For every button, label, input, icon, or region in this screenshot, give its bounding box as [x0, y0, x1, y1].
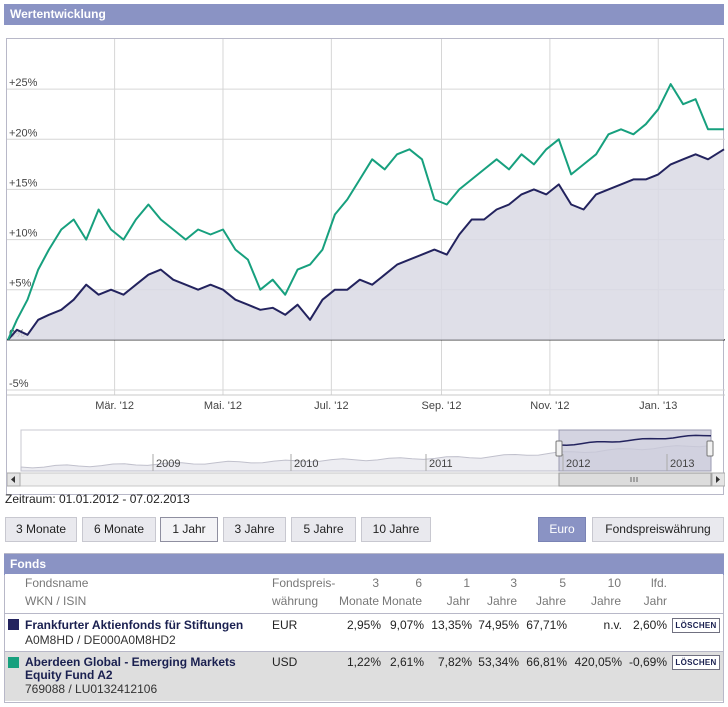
x-tick-label: Mai. '12: [204, 400, 242, 412]
header-wkn-isin: WKN / ISIN: [25, 594, 87, 608]
navigator-selection: [558, 429, 712, 472]
fund-perf-5y: 66,81%: [526, 655, 567, 669]
header-3-monate-unit: Monate: [339, 594, 380, 608]
fund-perf-lfd: 2,60%: [632, 618, 667, 632]
header-lfd-jahr-unit: Jahr: [643, 594, 667, 608]
navigator-handle: [706, 440, 714, 457]
currency-button-fondspreiswaehrung[interactable]: Fondspreiswährung: [592, 517, 724, 542]
header-3-jahre-unit: Jahre: [486, 594, 517, 608]
fund-currency: EUR: [272, 618, 298, 632]
header-10-jahre: 10: [607, 576, 621, 590]
fund-row[interactable]: Frankfurter Aktienfonds für Stiftungen A…: [5, 613, 723, 651]
navigator-year-label: 2009: [156, 458, 180, 470]
fund-perf-5y: 67,71%: [526, 618, 567, 632]
y-tick-label: +5%: [9, 278, 32, 290]
navigator-year-label: 2012: [566, 458, 590, 470]
fund-name[interactable]: Aberdeen Global - Emerging Markets: [25, 655, 236, 669]
header-10-jahre-unit: Jahre: [590, 594, 621, 608]
header-6-monate-unit: Monate: [382, 594, 423, 608]
range-button-6-monate[interactable]: 6 Monate: [82, 517, 156, 542]
x-tick-label: Jul. '12: [314, 400, 349, 412]
header-waehrung: währung: [272, 594, 319, 608]
x-tick-label: Sep. '12: [421, 400, 461, 412]
range-button-5-jahre[interactable]: 5 Jahre: [291, 517, 356, 542]
fund-wkn-isin: 769088 / LU0132412106: [25, 682, 158, 696]
delete-fund-button[interactable]: LÖSCHEN: [672, 618, 720, 633]
range-button-1-jahr[interactable]: 1 Jahr: [160, 517, 218, 542]
navigator-year-label: 2010: [294, 458, 318, 470]
fonds-table-header: Fondsname WKN / ISIN Fondspreis- währung…: [5, 574, 723, 614]
fund-perf-lfd: -0,69%: [628, 655, 667, 669]
zeitraum-label: Zeitraum: 01.01.2012 - 07.02.2013: [5, 492, 190, 506]
y-tick-label: +25%: [9, 77, 38, 89]
header-6-monate: 6: [415, 576, 422, 590]
fund-perf-10y: n.v.: [603, 618, 622, 632]
navigator-year-label: 2013: [670, 458, 694, 470]
fund-currency: USD: [272, 655, 298, 669]
fund-perf-6m: 9,07%: [389, 618, 424, 632]
navigator-selection-line: [558, 434, 712, 446]
scroll-thumb: [558, 472, 712, 487]
fonds-panel: [4, 553, 724, 703]
series-line: [7, 148, 725, 341]
range-button-10-jahre[interactable]: 10 Jahre: [361, 517, 431, 542]
header-fondspreis: Fondspreis-: [272, 576, 336, 590]
chart-frame: Mär. '12 Mai. '12 Jul. '12 Sep. '12 Nov. '12…: [6, 38, 725, 495]
header-1-jahr: 1: [463, 576, 470, 590]
range-button-3-monate[interactable]: 3 Monate: [5, 517, 77, 542]
fund-perf-6m: 2,61%: [389, 655, 424, 669]
scroll-right-icon: [716, 476, 720, 483]
x-tick-label: Jan. '13: [639, 400, 677, 412]
header-3-jahre: 3: [510, 576, 517, 590]
y-tick-label: +20%: [9, 127, 38, 139]
x-tick-label: Mär. '12: [95, 400, 134, 412]
navigator-year-label: 2011: [429, 458, 453, 470]
fund-perf-3m: 1,22%: [346, 655, 381, 669]
fund-name[interactable]: Frankfurter Aktienfonds für Stiftungen: [25, 618, 244, 632]
range-button-3-jahre[interactable]: 3 Jahre: [223, 517, 286, 542]
fund-perf-1y: 7,82%: [437, 655, 472, 669]
fund-perf-1y: 13,35%: [431, 618, 472, 632]
header-lfd-jahr: lfd.: [650, 576, 667, 590]
fund-wkn-isin: A0M8HD / DE000A0M8HD2: [25, 633, 176, 647]
performance-chart: Mär. '12 Mai. '12 Jul. '12 Sep. '12 Nov. '12…: [7, 39, 725, 487]
navigator-handle: [555, 440, 563, 457]
fund-perf-3m: 2,95%: [346, 618, 381, 632]
y-tick-label: +10%: [9, 228, 38, 240]
series-line: [7, 83, 724, 341]
series-area-fill: [8, 149, 724, 340]
navigator-scrollbar: [7, 472, 725, 487]
fund-row[interactable]: Aberdeen Global - Emerging Markets Equit…: [5, 651, 723, 701]
header-5-jahre-unit: Jahre: [535, 594, 566, 608]
currency-button-euro[interactable]: Euro: [538, 517, 586, 542]
y-tick-label: -5%: [9, 378, 29, 390]
x-tick-label: Nov. '12: [530, 400, 569, 412]
y-tick-label: +15%: [9, 177, 38, 189]
header-fondsname: Fondsname: [25, 576, 89, 590]
fund-perf-3y: 53,34%: [478, 655, 519, 669]
header-3-monate: 3: [372, 576, 379, 590]
panel-title: Wertentwicklung: [4, 4, 724, 25]
fund-color-swatch: [8, 657, 19, 668]
fund-perf-10y: 420,05%: [574, 655, 622, 669]
scroll-left-icon: [11, 476, 15, 483]
fund-color-swatch: [8, 619, 19, 630]
delete-fund-button[interactable]: LÖSCHEN: [672, 655, 720, 670]
header-1-jahr-unit: Jahr: [446, 594, 470, 608]
fund-perf-3y: 74,95%: [478, 618, 519, 632]
fonds-title: Fonds: [4, 554, 724, 575]
fund-name-line2[interactable]: Equity Fund A2: [25, 668, 113, 682]
header-5-jahre: 5: [559, 576, 566, 590]
